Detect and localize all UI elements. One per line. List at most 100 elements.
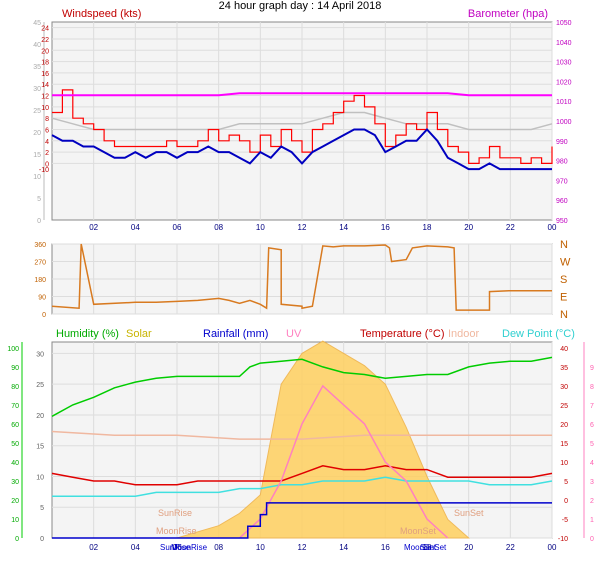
direction-series [51,243,552,311]
temperature-tick-label: 30 [560,384,568,391]
wind-series-average [51,128,552,171]
barometer-tick-label: 950 [556,218,568,225]
temperature-tick-label: 5 [564,479,568,486]
temp-x-tick-label: 04 [131,543,140,552]
wind-left-tick-label: 16 [41,71,49,78]
barometer-tick-label: 960 [556,198,568,205]
uv-tick-label: 3 [590,479,594,486]
temp-x-tick-label: 02 [89,543,98,552]
temp-panel: Humidity (%) Solar Rainfall (mm) UV Temp… [7,328,594,552]
legend-dewpoint: Dew Point (°C) [502,328,575,340]
direction-tick-label: 180 [34,277,46,284]
wind-x-tick-label: 20 [464,223,473,232]
humidity-tick-label: 70 [11,403,19,410]
wind-left-tick-label: -10 [39,167,49,174]
humidity-tick-label: 100 [7,346,19,353]
wind-left-tick-label: 24 [41,26,49,33]
wind-left-tick-label: 6 [45,127,49,134]
temp-x-tick-label: 08 [214,543,223,552]
temperature-tick-label: 20 [560,422,568,429]
uv-tick-label: 5 [590,441,594,448]
humidity-tick-label: 40 [11,460,19,467]
wind-left-tick-label: 8 [45,116,49,123]
annotation-moonrise: MoonRise [171,543,208,552]
wind-series-gust [52,89,553,164]
legend-indoor: Indoor [448,328,480,340]
humidity-tick-label: 20 [11,498,19,505]
legend-humidity: Humidity (%) [56,328,119,340]
temp-x-tick-label: 06 [173,543,182,552]
wind-ylabel: Windspeed (kts) [62,8,141,20]
temp-x-tick-label: 20 [464,543,473,552]
wind-x-tick-label: 12 [298,223,307,232]
wind-x-tick-label: 18 [423,223,432,232]
humidity-tick-label: 30 [11,479,19,486]
left-tick-label: 10 [36,474,44,481]
barometer-tick-label: 970 [556,178,568,185]
wind-outer-tick-label: 10 [33,174,41,181]
temperature-series [51,465,553,486]
uv-series [238,384,449,539]
wind-x-tick-label: 10 [256,223,265,232]
barometer-ylabel: Barometer (hpa) [468,8,548,20]
barometer-tick-label: 1030 [556,60,572,67]
wind-x-tick-label: 16 [381,223,390,232]
wind-outer-tick-label: 40 [33,42,41,49]
solar-area [176,340,471,539]
wind-left-tick-label: 22 [41,37,49,44]
left-tick-label: 20 [36,413,44,420]
uv-tick-label: 6 [590,422,594,429]
annotation-sunrise: SunRise [160,543,191,552]
temp-x-tick-label: 12 [298,543,307,552]
left-tick-label: 30 [36,351,44,358]
direction-tick-label: 360 [34,242,46,249]
humidity-series [51,356,553,417]
legend-solar: Solar [126,328,152,340]
left-tick-label: 0 [40,536,44,543]
chart-title: 24 hour graph day : 14 April 2018 [219,0,382,12]
barometer-tick-label: 1050 [556,20,572,27]
uv-tick-label: 0 [590,536,594,543]
humidity-tick-label: 0 [15,536,19,543]
wind-left-tick-label: 18 [41,60,49,67]
wind-outer-tick-label: 35 [33,64,41,71]
temp-x-tick-label: 00 [548,543,557,552]
indoor-series [51,430,552,440]
temp-x-tick-label: 16 [381,543,390,552]
barometer-tick-label: 990 [556,139,568,146]
wind-panel: Windspeed (kts) Barometer (hpa) 05101520… [33,8,571,232]
wind-x-tick-label: 06 [173,223,182,232]
annotation-sunrise-upper: SunRise [158,508,192,518]
uv-tick-label: 7 [590,403,594,410]
wind-x-tick-label: 08 [214,223,223,232]
temp-x-tick-label: 22 [506,543,515,552]
wind-outer-tick-label: 30 [33,86,41,93]
humidity-tick-label: 90 [11,365,19,372]
direction-compass-label: W [560,257,571,269]
wind-series-gray [51,111,553,131]
wind-outer-tick-label: 25 [33,108,41,115]
annotation-moonrise-upper: MoonRise [156,526,197,536]
direction-compass-label: N [560,239,568,251]
left-tick-label: 15 [36,444,44,451]
annotation-sunset-upper: SunSet [454,508,484,518]
direction-compass-label: S [560,274,567,286]
wind-x-tick-label: 22 [506,223,515,232]
uv-tick-label: 4 [590,460,594,467]
wind-left-tick-label: 10 [41,105,49,112]
barometer-tick-label: 1000 [556,119,572,126]
temperature-tick-label: 10 [560,460,568,467]
barometer-tick-label: 1040 [556,40,572,47]
uv-tick-label: 8 [590,384,594,391]
wind-left-tick-label: 2 [45,150,49,157]
temperature-tick-label: 40 [560,346,568,353]
humidity-tick-label: 50 [11,441,19,448]
wind-outer-tick-label: 15 [33,152,41,159]
legend-temperature: Temperature (°C) [360,328,444,340]
barometer-tick-label: 1010 [556,99,572,106]
temperature-tick-label: 25 [560,403,568,410]
temp-x-tick-label: 18 [423,543,432,552]
temp-x-tick-label: 10 [256,543,265,552]
